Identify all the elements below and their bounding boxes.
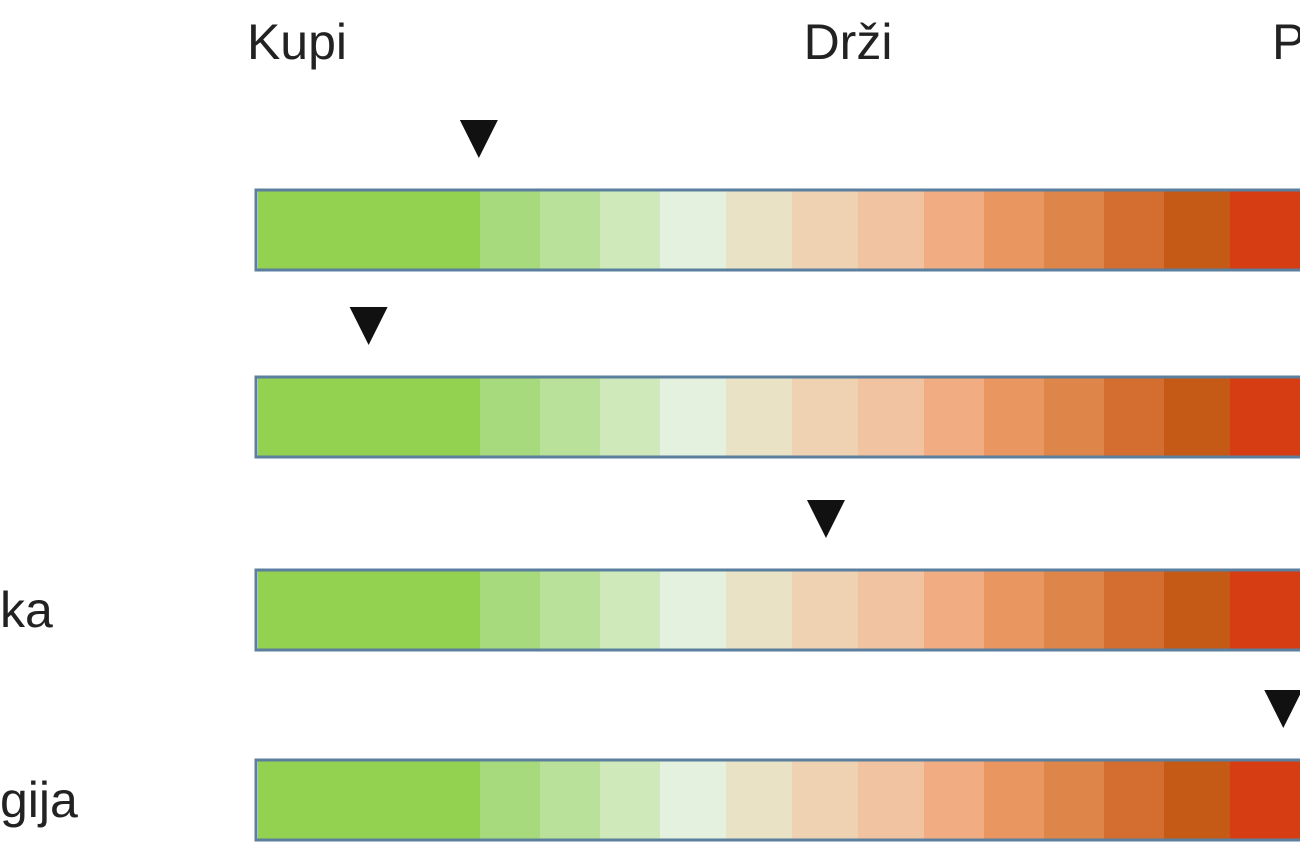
bar-segment [600, 377, 660, 457]
bar-segment [660, 570, 726, 650]
bar-segment [540, 570, 600, 650]
bar-segment [540, 190, 600, 270]
bar-segment [858, 760, 924, 840]
bar-segment [984, 570, 1044, 650]
bar-segment [600, 760, 660, 840]
bar-segment [600, 190, 660, 270]
bar-segment [726, 570, 792, 650]
bar-segment [1164, 760, 1230, 840]
bar-segment [792, 570, 858, 650]
bar-segment [660, 377, 726, 457]
bar-segment [660, 760, 726, 840]
bar-border [254, 375, 1300, 459]
bar-segment [1164, 377, 1230, 457]
bar-segment [984, 377, 1044, 457]
bar-segment [1104, 760, 1164, 840]
row-label: ka [0, 582, 53, 638]
marker [349, 307, 388, 345]
bar-segment [1044, 190, 1104, 270]
bar-segment [1104, 377, 1164, 457]
bar-segment [924, 760, 984, 840]
bar-segment [792, 377, 858, 457]
bar-segment [258, 760, 480, 840]
bar-segment [540, 760, 600, 840]
bar-segment [858, 377, 924, 457]
bar-segment [258, 190, 480, 270]
bar-segment [480, 190, 540, 270]
bar-segment [540, 377, 600, 457]
bar-segment [1230, 377, 1300, 457]
bar-border [254, 188, 1300, 272]
bar-segment [858, 190, 924, 270]
marker [1264, 690, 1300, 728]
bar-segment [726, 190, 792, 270]
header-label: Kupi [247, 14, 347, 70]
bar-segment [726, 760, 792, 840]
bar-segment [1104, 570, 1164, 650]
bar-segment [480, 760, 540, 840]
bar-segment [1044, 570, 1104, 650]
bar-segment [792, 190, 858, 270]
bar-segment [1044, 377, 1104, 457]
bar-segment [924, 377, 984, 457]
bar-segment [792, 760, 858, 840]
bar-segment [1044, 760, 1104, 840]
marker [806, 500, 845, 538]
bar-segment [984, 760, 1044, 840]
bar-segment [1230, 570, 1300, 650]
bar-segment [726, 377, 792, 457]
bar-segment [1104, 190, 1164, 270]
bar-segment [858, 570, 924, 650]
bar-segment [258, 377, 480, 457]
bar-segment [480, 570, 540, 650]
bar-segment [1164, 190, 1230, 270]
bar-segment [1230, 190, 1300, 270]
header-label: P [1272, 14, 1300, 70]
bar-segment [924, 190, 984, 270]
bar-border [254, 758, 1300, 842]
bar-segment [1164, 570, 1230, 650]
marker [459, 120, 498, 158]
bar-segment [480, 377, 540, 457]
row-label: gija [0, 772, 78, 828]
bar-segment [600, 570, 660, 650]
bar-segment [258, 570, 480, 650]
bar-segment [660, 190, 726, 270]
bar-segment [924, 570, 984, 650]
header-label: Drži [804, 14, 893, 70]
bar-segment [1230, 760, 1300, 840]
bar-border [254, 568, 1300, 652]
bar-segment [984, 190, 1044, 270]
